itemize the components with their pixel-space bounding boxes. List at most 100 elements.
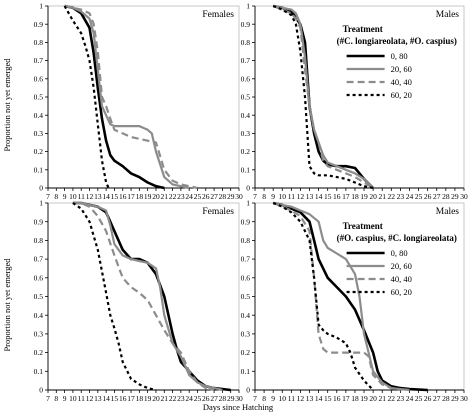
y-tick-label: 0.6	[34, 74, 44, 83]
series-line	[272, 201, 410, 392]
x-tick-label: 18	[136, 192, 144, 201]
x-tick-label: 30	[235, 394, 243, 403]
y-tick-label: 0.3	[34, 330, 44, 339]
x-tick-label: 15	[324, 394, 332, 403]
series-line	[272, 201, 401, 392]
legend: Treatment (#O. caspius, #C. longiareolata…	[337, 221, 457, 297]
x-tick-label: 28	[442, 192, 450, 201]
y-tick-label: 1	[246, 199, 250, 208]
x-tick-label: 17	[127, 394, 135, 403]
x-tick-label: 30	[460, 394, 468, 403]
x-tick-label: 13	[306, 192, 314, 201]
y-tick-label: 0.8	[34, 38, 44, 47]
legend-subtitle: (#C. longiareolata, #O. caspius)	[337, 36, 457, 46]
y-tick-label: 0.2	[34, 348, 44, 357]
y-tick-label: 0.9	[241, 20, 251, 29]
x-tick-label: 17	[342, 192, 350, 201]
x-tick-label: 14	[315, 394, 323, 403]
y-tick-label: 0.8	[241, 236, 251, 245]
panel-frame	[47, 5, 240, 189]
y-tick-label: 0.5	[34, 292, 44, 301]
y-tick-label: 0.4	[241, 311, 251, 320]
x-tick-label: 22	[388, 192, 396, 201]
series-line	[72, 201, 231, 392]
x-tick-label: 7	[253, 192, 257, 201]
x-tick-label: 14	[315, 192, 323, 201]
x-tick-label: 12	[297, 192, 305, 201]
x-tick-label: 16	[119, 394, 127, 403]
x-tick-label: 28	[442, 394, 450, 403]
x-tick-label: 29	[227, 192, 235, 201]
x-axis-label: Days since Hatching	[203, 402, 274, 412]
x-tick-label: 13	[94, 394, 102, 403]
x-tick-label: 29	[451, 192, 459, 201]
series-line	[64, 4, 190, 190]
x-tick-label: 29	[451, 394, 459, 403]
series-line	[72, 202, 157, 392]
legend-entry-label: 0, 80	[391, 248, 408, 258]
y-tick-label: 0.6	[34, 273, 44, 282]
x-tick-label: 15	[324, 192, 332, 201]
y-tick-label: 0.7	[34, 56, 44, 65]
legend-entry-label: 0, 80	[391, 51, 408, 61]
x-tick-label: 23	[177, 192, 185, 201]
y-tick-label: 0.1	[34, 165, 44, 174]
x-tick-label: 14	[102, 192, 110, 201]
x-tick-label: 19	[360, 192, 368, 201]
y-tick-label: 0.7	[241, 255, 251, 264]
x-tick-label: 10	[279, 192, 287, 201]
panel-title: Males	[436, 10, 460, 20]
y-tick-label: 0.3	[34, 129, 44, 138]
y-tick-label: 0	[246, 184, 250, 193]
x-tick-label: 21	[161, 192, 169, 201]
legend-entry-label: 60, 20	[391, 90, 412, 100]
panel-bottom-left: 00.10.20.30.40.50.60.70.80.917 8 9 10 11 12 13…	[34, 199, 243, 403]
x-tick-label: 10	[69, 192, 77, 201]
x-tick-label: 11	[78, 394, 85, 403]
x-tick-label: 20	[152, 394, 160, 403]
series-line	[272, 201, 428, 392]
panel-top-left: 00.10.20.30.40.50.60.70.80.917 8 9 10 11 12 13…	[34, 2, 243, 201]
x-tick-label: 29	[227, 394, 235, 403]
y-tick-label: 0.2	[241, 147, 251, 156]
x-tick-label: 23	[397, 192, 405, 201]
x-tick-label: 22	[169, 394, 177, 403]
x-tick-label: 13	[306, 394, 314, 403]
x-tick-label: 22	[388, 394, 396, 403]
x-tick-label: 21	[378, 394, 386, 403]
x-tick-label: 24	[185, 192, 193, 201]
y-tick-label: 0.1	[34, 367, 44, 376]
x-tick-label: 18	[136, 394, 144, 403]
x-tick-label: 17	[342, 394, 350, 403]
legend-title: Treatment	[343, 221, 383, 231]
series-line	[272, 4, 374, 190]
x-tick-label: 7	[46, 394, 50, 403]
panel-title: Females	[202, 207, 234, 217]
series-line	[64, 4, 165, 190]
x-tick-label: 23	[177, 394, 185, 403]
x-tick-label: 24	[406, 192, 414, 201]
y-tick-label: 0.9	[34, 217, 44, 226]
x-tick-label: 17	[127, 192, 135, 201]
x-tick-label: 28	[219, 394, 227, 403]
y-tick-label: 0.1	[241, 165, 251, 174]
panel-title: Males	[436, 207, 460, 217]
panels: 00.10.20.30.40.50.60.70.80.917 8 9 10 11 12 13…	[34, 2, 468, 403]
x-tick-label: 9	[271, 192, 275, 201]
x-tick-label: 26	[424, 394, 432, 403]
x-tick-label: 12	[86, 394, 94, 403]
y-tick-label: 0.9	[34, 20, 44, 29]
x-tick-label: 20	[369, 394, 377, 403]
y-tick-label: 1	[39, 199, 43, 208]
x-tick-label: 30	[235, 192, 243, 201]
panel-title: Females	[202, 10, 234, 20]
y-tick-label: 0	[39, 184, 43, 193]
x-tick-label: 11	[78, 192, 85, 201]
x-tick-label: 10	[69, 394, 77, 403]
x-tick-label: 21	[378, 192, 386, 201]
x-tick-label: 19	[144, 394, 152, 403]
legend-entry-label: 40, 40	[391, 77, 412, 87]
x-tick-label: 11	[288, 192, 295, 201]
x-tick-label: 10	[279, 394, 287, 403]
x-tick-label: 16	[333, 192, 341, 201]
